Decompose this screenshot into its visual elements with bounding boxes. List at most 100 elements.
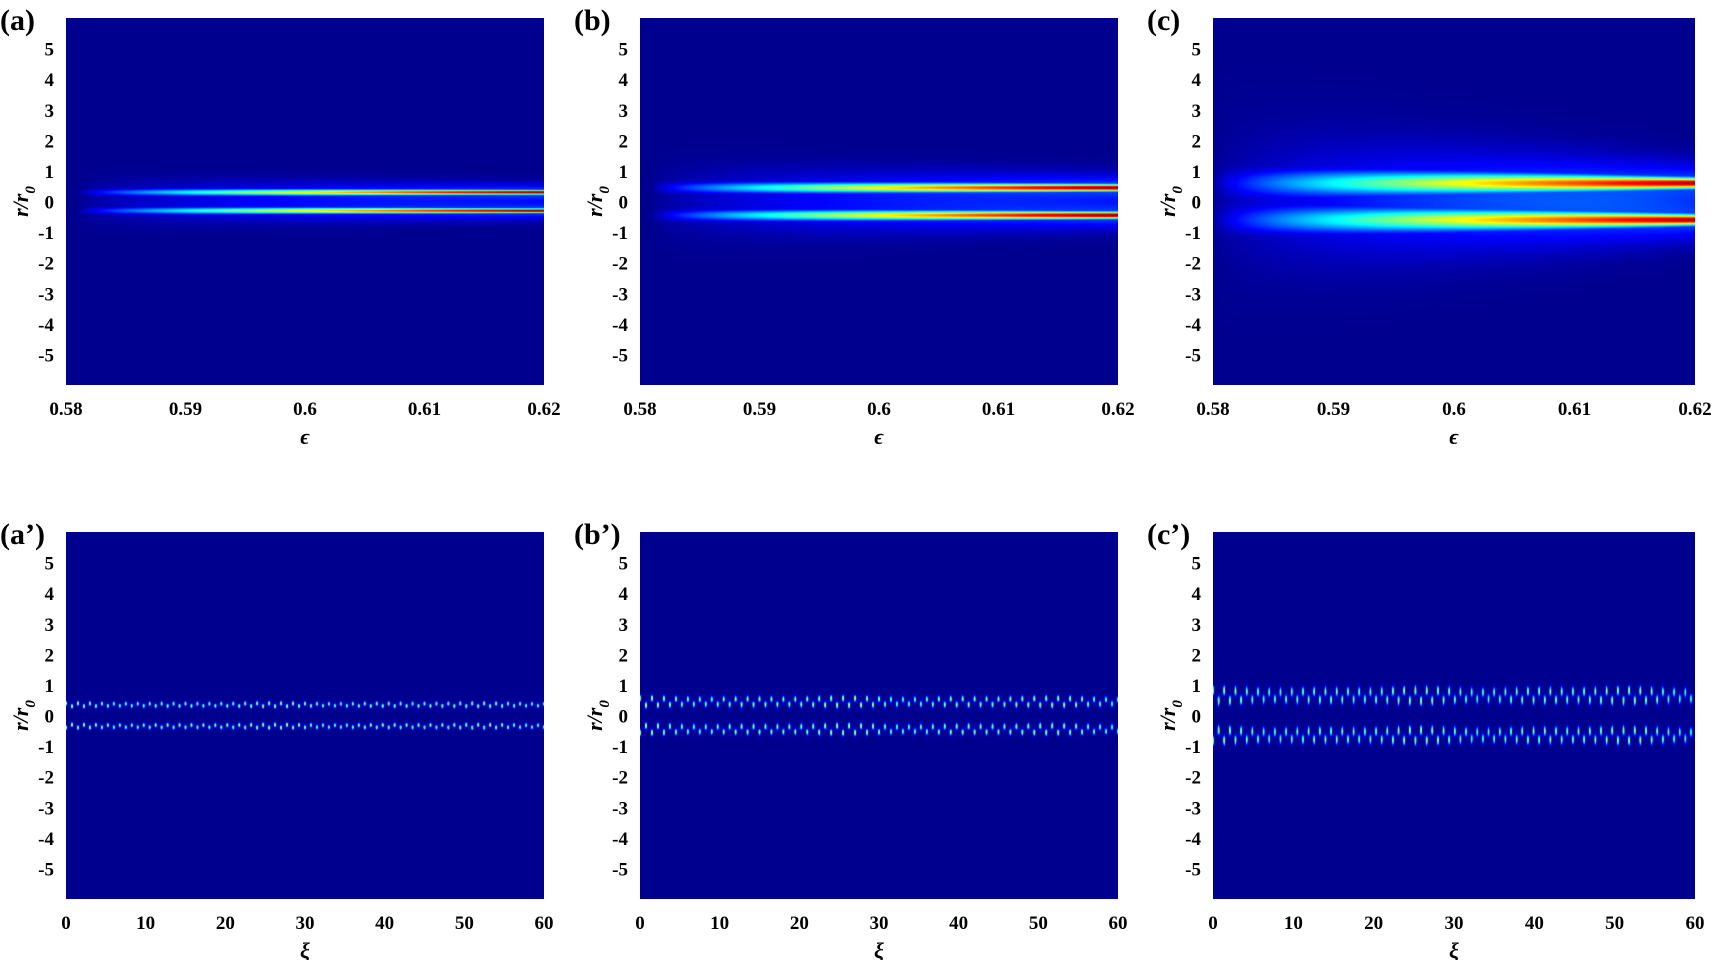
ytick-label: 2 [1192,131,1202,152]
ytick-label: 1 [1192,676,1202,697]
ytick-label: 5 [619,40,629,61]
x-axis-label: ϵ [874,424,884,449]
ytick-label: -2 [612,768,628,789]
ytick-label: 2 [619,645,629,666]
ytick-label: -4 [1185,315,1201,336]
ytick-label: -4 [38,315,54,336]
ytick-label: -3 [1185,284,1201,305]
xtick-label: 30 [1445,913,1464,934]
ytick-label: -3 [1185,798,1201,819]
xtick-label: 0.59 [743,399,776,420]
y-axis-label-subscript: 0 [23,700,39,708]
xtick-label: 40 [375,913,394,934]
xtick-label: 0.6 [1442,399,1466,420]
ytick-label: 1 [1192,162,1202,183]
ytick-label: -3 [612,798,628,819]
xtick-label: 0.58 [49,399,82,420]
ytick-label: 3 [619,101,629,122]
ytick-label: 4 [45,584,55,605]
y-axis-label-subscript: 0 [597,700,613,708]
xtick-label: 10 [710,913,729,934]
xtick-label: 0 [1208,913,1218,934]
xtick-label: 10 [136,913,155,934]
ytick-label: -5 [1185,345,1201,366]
xtick-label: 0.58 [1196,399,1229,420]
ytick-label: -4 [612,315,628,336]
ytick-label: -2 [38,254,54,275]
xtick-label: 10 [1284,913,1303,934]
xtick-label: 60 [1109,913,1128,934]
ytick-label: -3 [38,284,54,305]
y-axis-label: r/r0 [582,700,613,731]
panel-label-c: (c) [1147,4,1180,37]
ytick-label: 3 [45,101,55,122]
ytick-label: -5 [38,345,54,366]
ytick-label: 4 [1192,70,1202,91]
ytick-label: -5 [38,859,54,880]
ytick-label: 0 [45,707,55,728]
ytick-label: -1 [612,223,628,244]
ytick-label: 3 [1192,101,1202,122]
ytick-label: -2 [1185,254,1201,275]
ytick-label: 4 [619,584,629,605]
ytick-label: 5 [619,554,629,575]
ytick-label: -2 [612,254,628,275]
xtick-label: 0.61 [1558,399,1591,420]
heatmap-b2 [640,532,1118,899]
ytick-label: 0 [1192,707,1202,728]
ytick-label: 4 [45,70,55,91]
xtick-label: 30 [870,913,889,934]
ytick-label: 0 [1192,193,1202,214]
heatmap-b [640,18,1118,385]
ytick-label: -1 [1185,223,1201,244]
ytick-label: -1 [612,737,628,758]
ytick-label: 0 [45,193,55,214]
xtick-label: 0 [635,913,645,934]
x-axis-label: ξ [300,938,310,960]
xtick-label: 60 [1686,913,1705,934]
x-axis-label: ϵ [300,424,310,449]
ytick-label: 3 [1192,615,1202,636]
ytick-label: 2 [1192,645,1202,666]
y-axis-label: r/r0 [1155,186,1186,217]
ytick-label: 5 [45,554,55,575]
ytick-label: -5 [1185,859,1201,880]
ytick-label: 3 [619,615,629,636]
xtick-label: 50 [1605,913,1624,934]
ytick-label: 1 [619,162,629,183]
ytick-label: 2 [45,645,55,666]
ytick-label: 1 [45,162,55,183]
xtick-label: 0.6 [293,399,317,420]
ytick-label: 1 [45,676,55,697]
ytick-label: -4 [1185,829,1201,850]
y-axis-label-subscript: 0 [597,186,613,194]
ytick-label: 4 [1192,584,1202,605]
y-axis-label: r/r0 [8,186,39,217]
xtick-label: 30 [296,913,315,934]
xtick-label: 0.61 [982,399,1015,420]
ytick-label: -2 [38,768,54,789]
ytick-label: -4 [38,829,54,850]
heatmap-c2 [1213,532,1695,899]
xtick-label: 50 [455,913,474,934]
ytick-label: 0 [619,193,629,214]
panel-label-c2: (c’) [1147,518,1190,551]
heatmap-a2 [66,532,544,899]
x-axis-label: ξ [1449,938,1459,960]
ytick-label: -5 [612,859,628,880]
xtick-label: 20 [216,913,235,934]
ytick-label: 2 [619,131,629,152]
y-axis-label-subscript: 0 [1170,700,1186,708]
ytick-label: 5 [1192,40,1202,61]
xtick-label: 0.6 [867,399,891,420]
ytick-label: -5 [612,345,628,366]
xtick-label: 60 [535,913,554,934]
ytick-label: 5 [45,40,55,61]
ytick-label: 2 [45,131,55,152]
y-axis-label: r/r0 [1155,700,1186,731]
